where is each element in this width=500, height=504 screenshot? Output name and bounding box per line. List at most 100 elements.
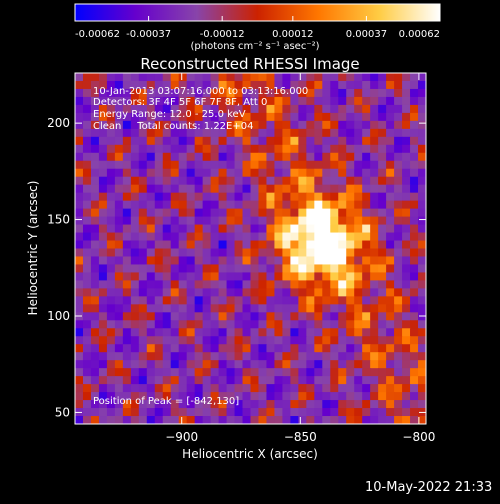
heatmap-cell — [178, 264, 188, 274]
heatmap-cell — [226, 232, 236, 242]
heatmap-cell — [170, 416, 180, 424]
heatmap-cell — [138, 280, 148, 289]
heatmap-cell — [218, 192, 228, 202]
heatmap-cell — [75, 392, 84, 401]
heatmap-cell — [402, 168, 411, 178]
x-tick-label: −850 — [284, 430, 317, 444]
heatmap-cell — [386, 256, 395, 266]
heatmap-cell — [82, 352, 92, 361]
heatmap-cell — [370, 144, 379, 154]
heatmap-cell — [75, 328, 84, 337]
heatmap-cell — [282, 168, 291, 178]
heatmap-cell — [106, 136, 116, 146]
heatmap-cell — [330, 288, 339, 297]
heatmap-cell — [202, 88, 212, 98]
heatmap-cell — [202, 208, 212, 218]
heatmap-cell — [298, 104, 307, 114]
heatmap-cell — [378, 80, 387, 90]
heatmap-cell — [298, 320, 307, 329]
heatmap-cell — [346, 352, 355, 361]
heatmap-cell — [226, 184, 236, 194]
heatmap-cell — [282, 96, 291, 106]
heatmap-cell — [130, 304, 140, 313]
heatmap-cell — [298, 264, 307, 274]
heatmap-cell — [122, 240, 132, 250]
heatmap-cell — [114, 304, 124, 313]
heatmap-cell — [106, 216, 116, 226]
heatmap-cell — [290, 152, 299, 162]
heatmap-cell — [202, 80, 212, 90]
heatmap-cell — [162, 224, 172, 234]
heatmap-cell — [210, 136, 220, 146]
heatmap-cell — [298, 368, 307, 377]
heatmap-cell — [75, 112, 84, 122]
heatmap-cell — [362, 128, 371, 138]
heatmap-cell — [410, 208, 419, 218]
heatmap-cell — [170, 304, 180, 313]
heatmap-cell — [186, 384, 196, 393]
heatmap-cell — [122, 272, 132, 282]
heatmap-cell — [266, 184, 276, 194]
heatmap-cell — [322, 368, 331, 377]
heatmap-cell — [274, 80, 284, 90]
heatmap-cell — [114, 384, 124, 393]
heatmap-cell — [306, 128, 315, 138]
heatmap-cell — [314, 256, 323, 266]
heatmap-cell — [186, 176, 196, 186]
heatmap-cell — [178, 200, 188, 210]
heatmap-cell — [282, 368, 291, 377]
heatmap-cell — [154, 304, 164, 313]
x-tick-label: −800 — [402, 430, 435, 444]
heatmap-cell — [266, 408, 276, 417]
colorbar-tick-label: 0.00012 — [272, 29, 313, 40]
heatmap-cell — [226, 200, 236, 210]
heatmap-cell — [122, 264, 132, 274]
heatmap-cells — [75, 73, 426, 424]
heatmap-cell — [354, 160, 363, 170]
heatmap-cell — [146, 224, 156, 234]
heatmap-cell — [378, 384, 387, 393]
colorbar-tick-label: 0.00037 — [346, 29, 387, 40]
heatmap-cell — [146, 128, 156, 138]
heatmap-cell — [234, 328, 244, 337]
heatmap-cell — [242, 176, 252, 186]
heatmap-cell — [266, 80, 276, 90]
heatmap-cell — [242, 144, 252, 154]
heatmap-cell — [202, 328, 212, 337]
heatmap-cell — [338, 320, 347, 329]
heatmap-cell — [338, 96, 347, 106]
heatmap-cell — [338, 73, 347, 82]
heatmap-cell — [202, 152, 212, 162]
heatmap-cell — [322, 344, 331, 353]
heatmap-cell — [282, 80, 291, 90]
heatmap-cell — [122, 88, 132, 98]
heatmap-cell — [138, 312, 148, 321]
heatmap-cell — [98, 312, 108, 321]
heatmap-cell — [75, 248, 84, 258]
heatmap-cell — [122, 336, 132, 345]
heatmap-cell — [130, 336, 140, 345]
heatmap-cell — [186, 232, 196, 242]
heatmap-cell — [394, 352, 403, 361]
heatmap-cell — [75, 360, 84, 369]
heatmap-cell — [250, 264, 260, 274]
heatmap-cell — [386, 216, 395, 226]
heatmap-cell — [98, 336, 108, 345]
heatmap-cell — [122, 256, 132, 266]
heatmap-cell — [418, 128, 426, 138]
heatmap-cell — [282, 232, 291, 242]
heatmap-cell — [314, 112, 323, 122]
heatmap-cell — [178, 112, 188, 122]
heatmap-cell — [322, 360, 331, 369]
heatmap-cell — [170, 192, 180, 202]
heatmap-cell — [290, 320, 299, 329]
heatmap-cell — [242, 96, 252, 106]
heatmap-cell — [250, 272, 260, 282]
heatmap-cell — [274, 328, 284, 337]
heatmap-cell — [386, 408, 395, 417]
heatmap-cell — [330, 304, 339, 313]
heatmap-cell — [114, 264, 124, 274]
heatmap-cell — [210, 104, 220, 114]
heatmap-cell — [82, 96, 92, 106]
heatmap-cell — [122, 224, 132, 234]
